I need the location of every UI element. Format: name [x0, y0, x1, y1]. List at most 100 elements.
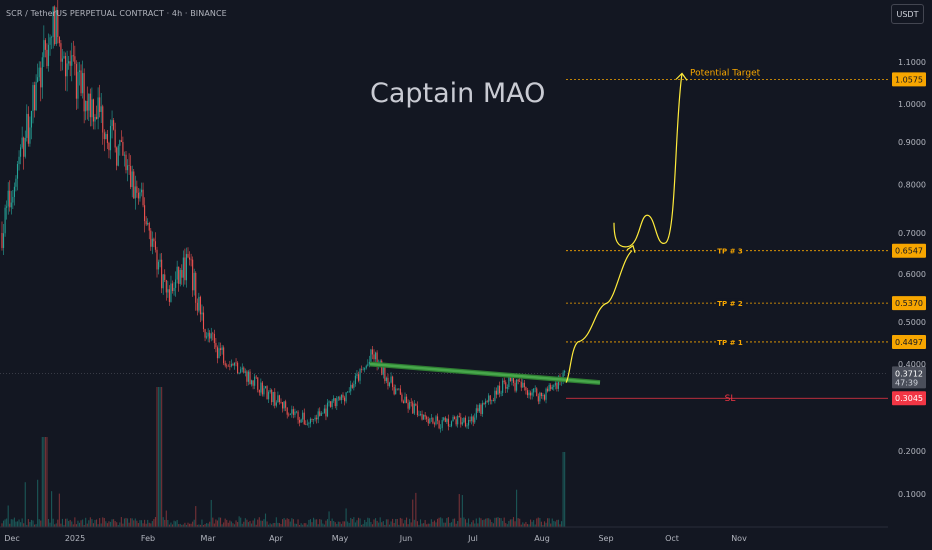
candle-body [218, 348, 220, 359]
candle-body [421, 413, 423, 420]
currency-button[interactable]: USDT [891, 4, 924, 24]
candle-body [531, 392, 533, 396]
candle-body [429, 418, 431, 424]
label-backdrop [716, 245, 744, 256]
candle-body [495, 390, 497, 395]
candle-body [47, 44, 50, 67]
label-backdrop [716, 336, 744, 347]
volume-bar [213, 523, 215, 527]
volume-bar [306, 524, 308, 527]
candle-body [21, 137, 23, 148]
volume-bar [481, 520, 484, 527]
volume-bar [300, 523, 302, 527]
x-tick-label: 2025 [65, 534, 85, 543]
volume-bar [508, 521, 510, 527]
volume-bar [526, 524, 528, 527]
volume-bar [506, 524, 508, 527]
candle-body [12, 196, 14, 203]
candle-body [505, 382, 507, 389]
candle-body [313, 419, 315, 420]
candle-body [237, 362, 239, 374]
volume-bar [193, 519, 195, 527]
volume-bar [83, 524, 85, 527]
candle-body [492, 400, 494, 402]
volume-bar [175, 521, 177, 527]
stop-loss-label: SL [725, 394, 736, 404]
candle-body [278, 395, 280, 403]
candle-body [348, 391, 350, 392]
volume-bar [171, 524, 174, 527]
candle-body [463, 417, 465, 423]
candle-body [371, 349, 373, 355]
volume-bar [78, 522, 81, 527]
volume-bar [295, 523, 298, 527]
candle-body [29, 127, 31, 144]
volume-bar [158, 387, 160, 527]
y-tick-label: 0.9000 [898, 138, 926, 147]
price-badge-text: 0.5370 [895, 299, 923, 308]
candle-body [69, 61, 71, 66]
candle-body [333, 398, 335, 401]
volume-bar [305, 523, 307, 527]
candle-body [485, 401, 487, 404]
candle-body [201, 312, 203, 315]
candle-body [419, 413, 422, 415]
symbol-header[interactable]: SCR / TetherUS PERPETUAL CONTRACT · 4h ·… [6, 9, 227, 18]
volume-bar [233, 524, 236, 527]
price-badge-text: 0.6547 [895, 247, 923, 256]
volume-bar [390, 521, 392, 527]
volume-bar [323, 524, 325, 527]
price-badge-text: 0.4497 [895, 338, 923, 347]
volume-bar [370, 521, 372, 527]
volume-bar [466, 522, 468, 527]
candle-body [60, 43, 62, 62]
candle-body [139, 192, 141, 199]
volume-bar [139, 520, 141, 527]
candle-body [306, 423, 308, 425]
candle-body [269, 389, 271, 393]
volume-bar [450, 522, 453, 527]
candle-body [77, 71, 79, 99]
volume-bar [237, 522, 239, 527]
volume-bar [494, 517, 496, 527]
candle-body [113, 120, 115, 130]
volume-bar [43, 437, 45, 527]
candle-body [375, 352, 377, 360]
candle-body [351, 384, 353, 388]
volume-bar [80, 520, 82, 527]
volume-bar [108, 521, 110, 527]
target-label: TP # 3 [717, 248, 743, 256]
candle-body [399, 388, 401, 395]
candle-body [224, 363, 226, 366]
candle-body [322, 412, 324, 414]
candle-body [168, 289, 170, 302]
candle-body [15, 178, 17, 187]
candle-body [158, 261, 160, 270]
volume-bar [88, 520, 90, 527]
volume-bar [421, 523, 423, 527]
candle-body [105, 134, 107, 140]
candle-body [3, 233, 5, 248]
candle-body [154, 241, 156, 250]
candle-body [438, 420, 440, 429]
candle-body [440, 427, 442, 429]
candle-body [134, 186, 136, 199]
candle-body [303, 412, 305, 425]
candle-body [486, 401, 488, 403]
candle-body [516, 379, 518, 391]
volume-bar [167, 520, 169, 527]
candle-body [488, 395, 490, 403]
candle-body [94, 116, 96, 122]
projection-path-upper [613, 73, 683, 248]
volume-bar [15, 521, 17, 527]
candle-body [153, 238, 155, 242]
candle-body [4, 207, 6, 234]
volume-bar [266, 521, 268, 527]
y-tick-label: 0.1000 [898, 490, 926, 499]
candle-body [365, 365, 367, 369]
volume-bar [16, 521, 19, 527]
volume-bar [525, 521, 527, 527]
volume-bar [531, 521, 533, 527]
candle-body [38, 67, 40, 78]
